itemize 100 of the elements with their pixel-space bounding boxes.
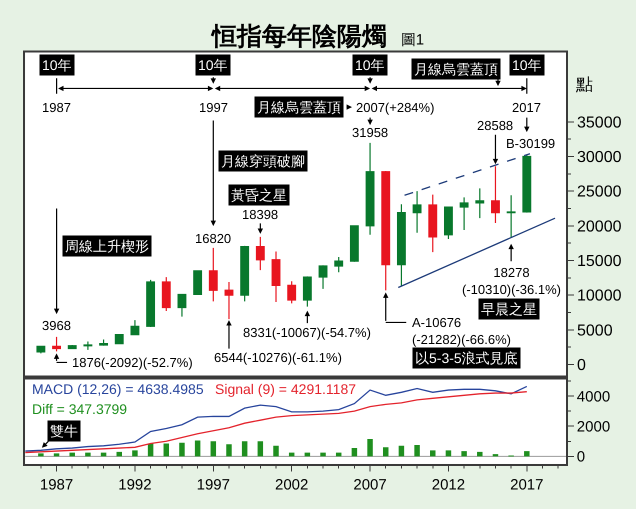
- bar: [446, 450, 452, 456]
- annotation: 18278 (-10310)(-36.1%): [462, 265, 561, 297]
- chart-subtitle: 圖1: [400, 31, 424, 48]
- y-tick-label: 35000: [577, 114, 622, 132]
- bar: [226, 444, 232, 456]
- candlestick: [224, 281, 234, 320]
- annotation: 28588: [477, 118, 514, 133]
- candlestick: [334, 256, 344, 273]
- x-tick-label: 2012: [432, 476, 466, 494]
- y-tick-label: 25000: [577, 184, 622, 201]
- y-tick-label: 30000: [577, 149, 622, 166]
- bar: [336, 452, 342, 456]
- bar: [148, 444, 154, 456]
- y-tick-label: 5000: [577, 322, 613, 340]
- candlestick: [114, 334, 124, 344]
- candlestick: [318, 264, 328, 290]
- candlestick: [350, 225, 359, 262]
- bar: [179, 442, 185, 456]
- annotation: 3968: [42, 318, 71, 333]
- annotation: A-10676 (-21282)(-66.6%): [412, 315, 511, 347]
- y-tick-label: 2000: [576, 418, 610, 436]
- annotation: 31958: [352, 125, 388, 140]
- candlestick: [36, 346, 46, 354]
- bar: [132, 450, 138, 456]
- candlestick: [162, 276, 171, 312]
- y-tick-label: 10000: [577, 288, 622, 305]
- annotation: 雙牛: [50, 423, 78, 439]
- y-tick-label: 20000: [577, 218, 622, 236]
- x-tick-label: 1997: [196, 476, 230, 494]
- candlestick: [366, 142, 374, 236]
- bar: [382, 447, 388, 456]
- bar: [116, 452, 122, 456]
- bar: [288, 452, 294, 456]
- candlestick: [412, 190, 422, 234]
- annotation: 早晨之星: [481, 301, 537, 317]
- candlestick: [240, 245, 250, 302]
- annotation: 10年: [512, 57, 542, 73]
- x-tick-label: 2002: [274, 476, 308, 494]
- annotation: 1987: [42, 100, 71, 115]
- bar: [477, 452, 483, 456]
- candlestick: [208, 247, 218, 302]
- bar: [524, 451, 530, 456]
- chart-title: 恒指每年陰陽燭: [210, 22, 387, 50]
- y-axis-title: 點: [575, 75, 593, 94]
- annotation: 1876(-2092)(-52.7%): [72, 355, 193, 370]
- annotation: 10年: [355, 57, 385, 73]
- bar: [320, 452, 326, 456]
- candlestick: [522, 154, 532, 214]
- annotation: B-30199: [506, 136, 556, 151]
- candlestick: [506, 194, 516, 238]
- bar: [210, 441, 216, 456]
- annotation: 以5-3-5浪式見底: [415, 350, 518, 366]
- annotation: 10年: [198, 57, 228, 73]
- candlestick: [256, 236, 265, 271]
- candlestick: [396, 204, 406, 287]
- candlestick: [193, 270, 202, 296]
- candlestick: [52, 336, 61, 352]
- annotation: 8331(-10067)(-54.7%): [243, 325, 371, 340]
- annotation: 周線上升楔形: [65, 238, 149, 254]
- bar: [430, 450, 436, 456]
- annotation: 10年: [42, 57, 72, 73]
- bar: [352, 448, 358, 456]
- bar: [414, 445, 420, 456]
- candlestick: [178, 294, 186, 318]
- bar: [367, 439, 373, 456]
- bar: [54, 453, 60, 456]
- series-label: MACD (12,26) = 4638.4985: [32, 381, 204, 397]
- bar: [273, 446, 279, 456]
- x-tick-label: 1987: [40, 476, 74, 494]
- annotation: 月線穿頭破腳: [221, 153, 305, 169]
- candlestick: [302, 276, 312, 308]
- candlestick: [460, 196, 469, 231]
- candlestick: [287, 280, 296, 304]
- x-tick-label: 2007: [353, 476, 387, 494]
- annotation: 18398: [242, 207, 278, 222]
- candlestick: [272, 250, 280, 303]
- bar: [69, 452, 75, 456]
- bar: [38, 453, 44, 456]
- annotation: 2007(+284%): [356, 100, 434, 115]
- candlestick: [491, 166, 500, 224]
- bar: [258, 441, 264, 456]
- x-tick-label: 2017: [510, 476, 544, 494]
- y-tick-label: 4000: [576, 388, 610, 406]
- bar: [461, 451, 467, 456]
- annotation: 1997: [199, 100, 228, 115]
- bar: [304, 452, 310, 456]
- annotation: 2017: [512, 100, 541, 115]
- bar: [398, 446, 404, 456]
- bar: [194, 440, 200, 456]
- annotation: 6544(-10276)(-61.1%): [214, 350, 342, 365]
- candlestick: [130, 319, 140, 336]
- annotation: 月線烏雲蓋頂: [257, 99, 341, 115]
- candlestick: [381, 170, 390, 292]
- x-tick-label: 1992: [118, 476, 152, 494]
- series-label: Signal (9) = 4291.1187: [215, 381, 356, 397]
- bar: [100, 452, 106, 456]
- candlestick: [444, 206, 453, 240]
- candlestick: [428, 194, 438, 253]
- y-tick-label: 0: [576, 448, 586, 466]
- text: Diff = 347.3799: [32, 401, 128, 417]
